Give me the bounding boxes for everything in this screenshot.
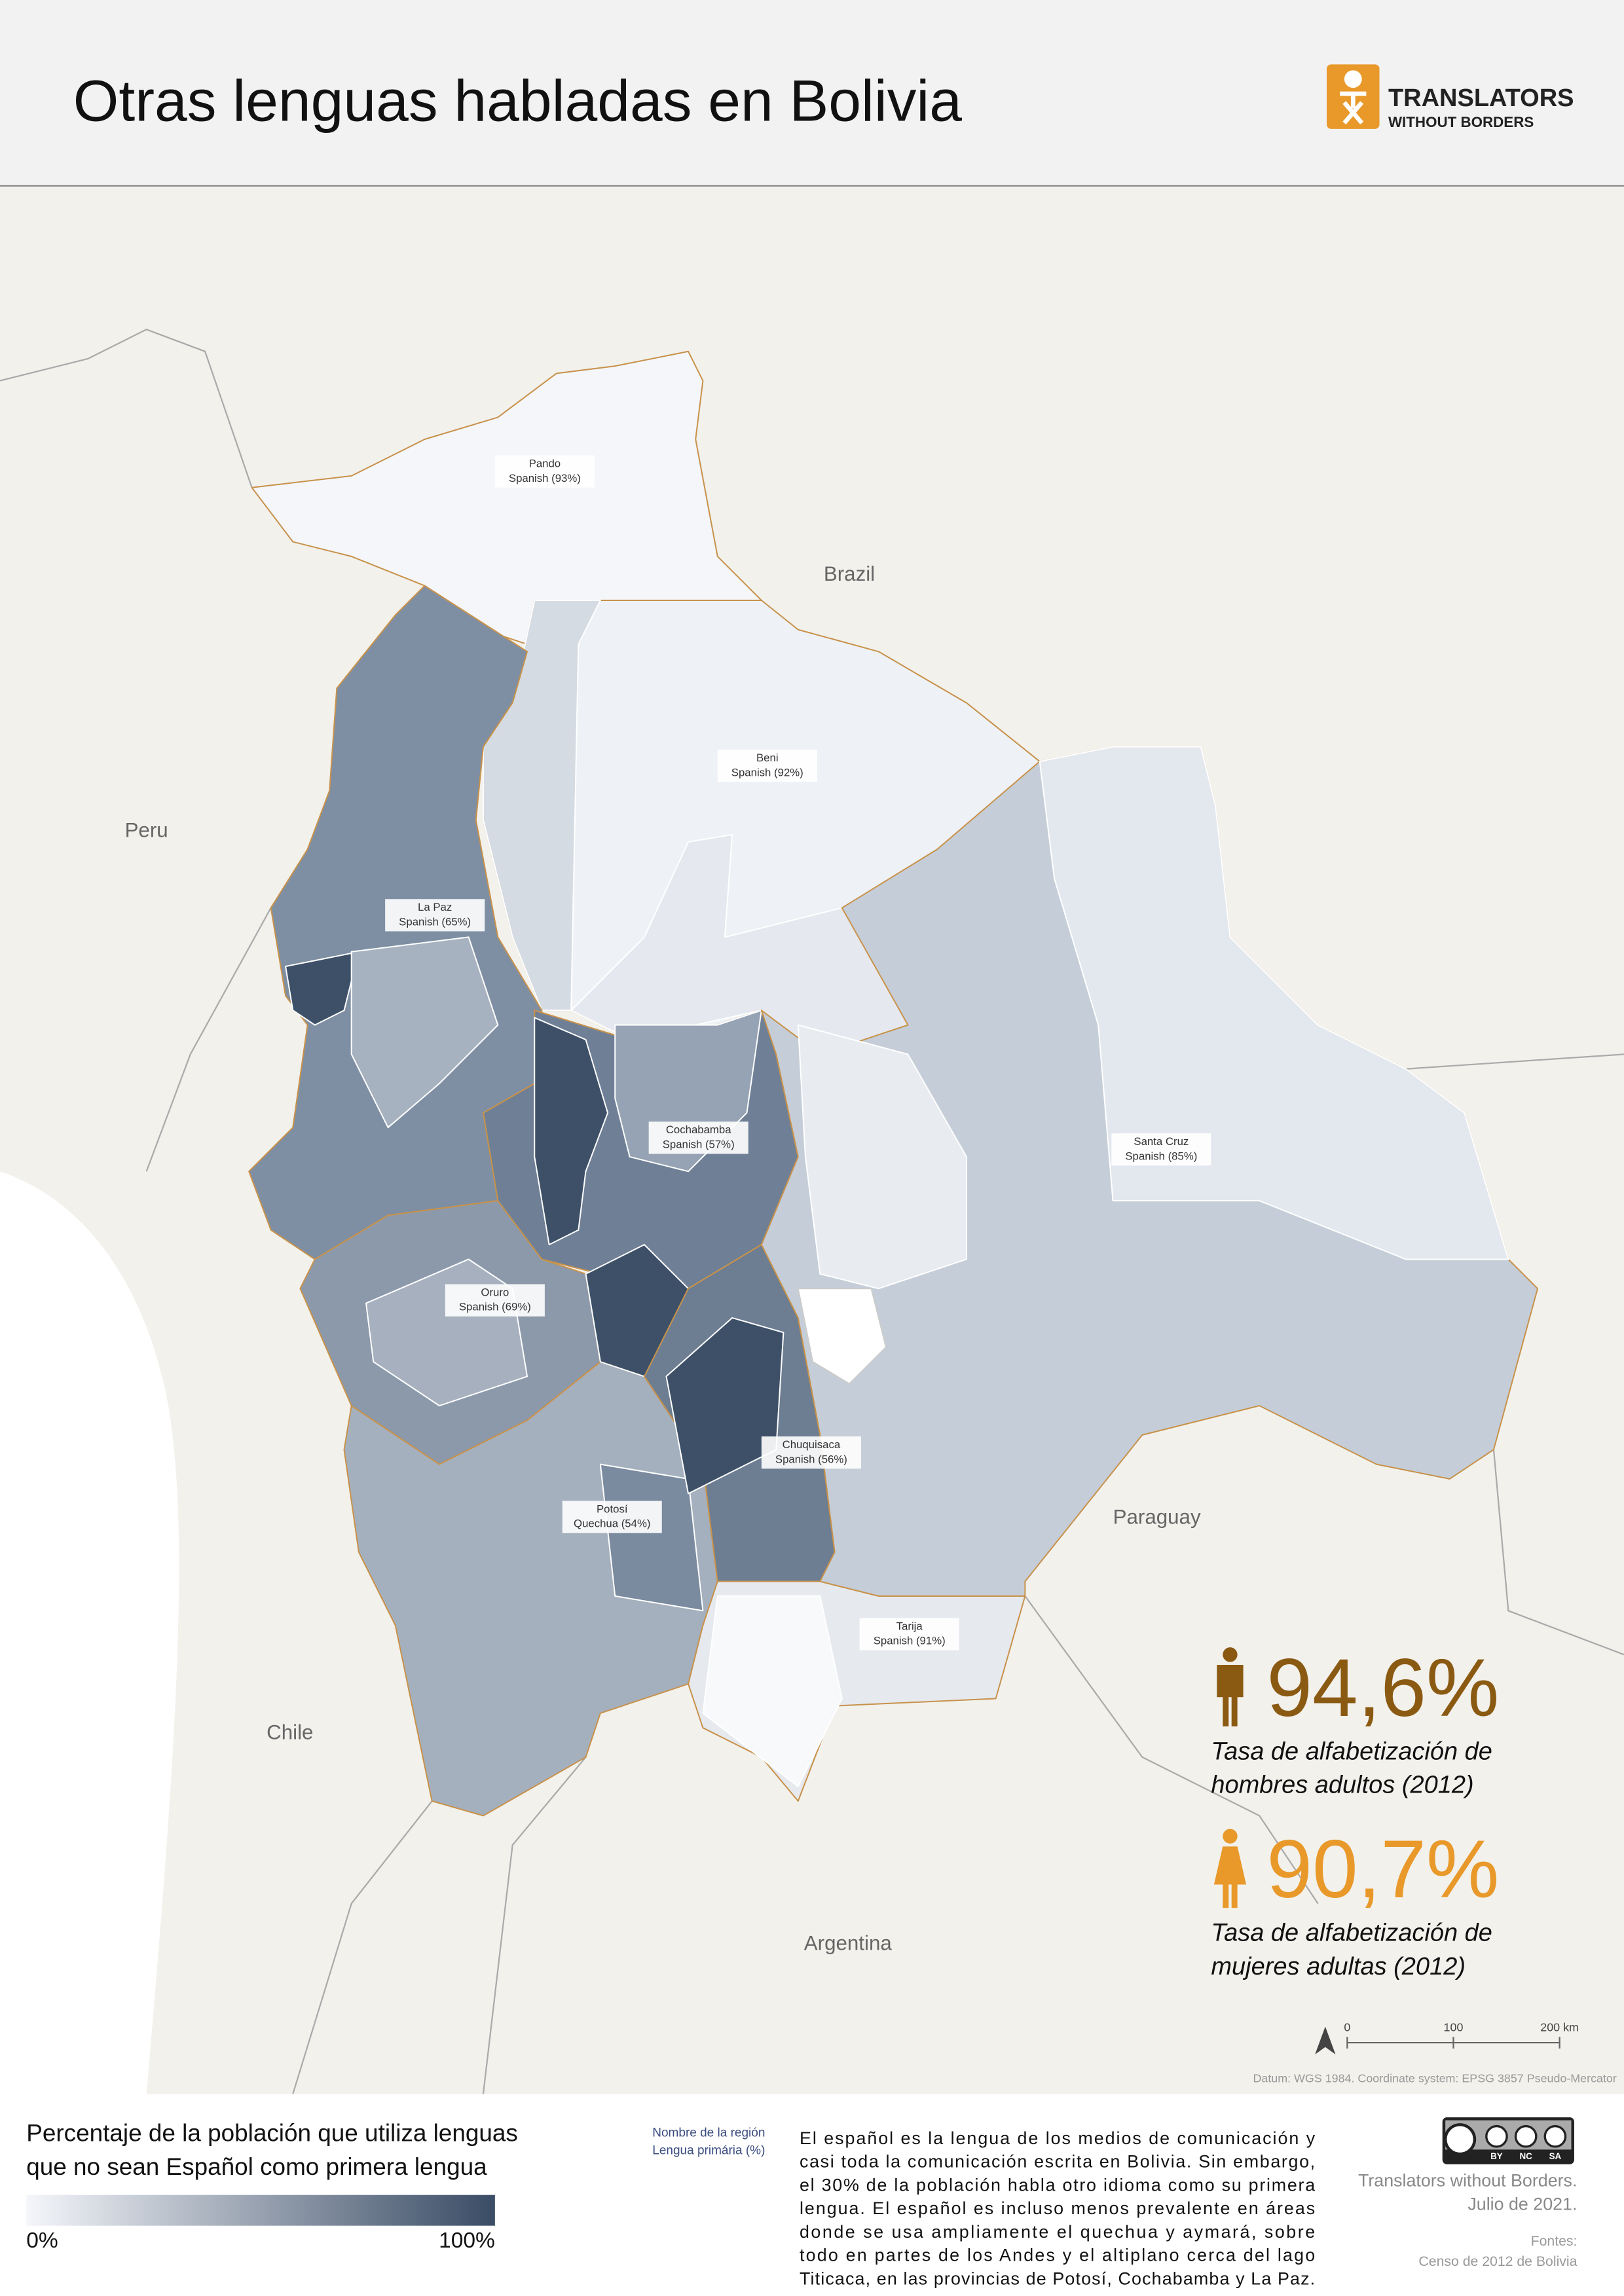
label-box: [761, 1436, 861, 1469]
region-language: Spanish (69%): [459, 1301, 531, 1313]
label-box: [859, 1618, 959, 1650]
legend-title: Percentaje de la población que utiliza l…: [26, 2120, 518, 2147]
woman-icon-body: [1213, 1846, 1247, 1908]
region-language: Spanish (57%): [663, 1138, 735, 1150]
description-line: el 30% de la población habla otro idioma…: [800, 2175, 1315, 2195]
region-name: Chuquisaca: [783, 1438, 841, 1451]
region: [1039, 746, 1509, 1260]
region-name: La Paz: [418, 901, 452, 913]
stat-caption: Tasa de alfabetización de: [1211, 1920, 1492, 1947]
description-line: Titicaca, en las provincias de Potosí, C…: [800, 2269, 1315, 2288]
region: [797, 1288, 887, 1385]
description-line: lengua. El español es incluso menos prev…: [800, 2198, 1315, 2218]
label-box: [717, 750, 817, 782]
stat-caption: Tasa de alfabetización de: [1211, 1738, 1492, 1765]
label-box: [494, 455, 595, 488]
region-language: Spanish (56%): [775, 1453, 847, 1465]
region-language: Spanish (93%): [509, 472, 581, 484]
ocean: [0, 1171, 179, 2094]
license-label: BY: [1490, 2151, 1503, 2161]
label-box: [562, 1501, 662, 1533]
legend-gradient: [26, 2195, 495, 2226]
stat-caption: hombres adultos (2012): [1211, 1772, 1473, 1799]
region-language: Quechua (54%): [574, 1518, 650, 1530]
stat-value: 90,7%: [1266, 1823, 1499, 1915]
stat-caption: mujeres adultas (2012): [1211, 1953, 1466, 1980]
region-language: Spanish (92%): [731, 766, 803, 778]
logo-head: [1344, 70, 1362, 88]
legend-min: 0%: [26, 2229, 58, 2253]
north-arrow: [1315, 2026, 1336, 2054]
region-name: Pando: [529, 457, 561, 469]
country-label: Chile: [267, 1721, 313, 1743]
region-name: Beni: [756, 752, 779, 764]
source: Censo de 2012 de Bolivia: [1418, 2253, 1577, 2269]
license-label: NC: [1519, 2151, 1532, 2161]
legend-key: Lengua primária (%): [652, 2144, 765, 2158]
legend-title: que no sean Español como primera lengua: [26, 2153, 487, 2180]
region-language: Spanish (91%): [874, 1635, 946, 1647]
region-name: Cochabamba: [666, 1123, 731, 1136]
country-label: Brazil: [824, 562, 875, 585]
logo-figure: [1340, 91, 1367, 125]
country-label: Peru: [125, 819, 168, 842]
credit-author: Translators without Borders.: [1358, 2171, 1577, 2191]
region-name: Tarija: [896, 1620, 923, 1632]
page-title: Otras lenguas habladas en Bolivia: [73, 68, 962, 134]
country-label: Paraguay: [1113, 1506, 1201, 1529]
description-line: donde se usa ampliamente el quechua y ay…: [800, 2222, 1315, 2242]
label-box: [445, 1284, 545, 1317]
region: [797, 1024, 967, 1290]
region: [665, 1317, 784, 1495]
region: [702, 1595, 843, 1787]
logo-name: TRANSLATORS: [1388, 84, 1574, 112]
region-name: Santa Cruz: [1134, 1135, 1189, 1148]
scale-label: 100: [1444, 2020, 1464, 2033]
country-label: Argentina: [804, 1931, 893, 1954]
regions: [248, 350, 1539, 1817]
logo-tagline: WITHOUT BORDERS: [1388, 114, 1534, 130]
license-icon: [1514, 2124, 1538, 2148]
credit-author: Julio de 2021.: [1467, 2194, 1577, 2214]
region: [350, 936, 499, 1129]
region: [534, 1017, 609, 1246]
license-icon: [1543, 2124, 1567, 2148]
region-name: Oruro: [481, 1286, 509, 1298]
region-language: Spanish (65%): [399, 915, 471, 928]
label-box: [1111, 1133, 1211, 1166]
stat-value: 94,6%: [1266, 1642, 1499, 1734]
license-label: SA: [1549, 2151, 1562, 2161]
man-icon-head: [1223, 1647, 1238, 1662]
description-line: todo en partes de los Andes y el altipla…: [800, 2246, 1315, 2265]
woman-icon-head: [1223, 1829, 1238, 1844]
label-box: [648, 1121, 748, 1154]
region-name: Potosí: [597, 1503, 628, 1515]
region: [285, 951, 360, 1026]
source-title: Fontes:: [1531, 2233, 1578, 2249]
scale-label: 0: [1344, 2020, 1350, 2033]
description-line: El español es la lengua de los medios de…: [800, 2128, 1316, 2148]
datum: Datum: WGS 1984. Coordinate system: EPSG…: [1253, 2072, 1616, 2085]
legend-key: Nombre de la región: [652, 2126, 765, 2140]
description-line: casi toda la comunicación escrita en Bol…: [800, 2152, 1315, 2172]
label-box: [385, 899, 485, 932]
legend-max: 100%: [439, 2229, 495, 2253]
man-icon-body: [1217, 1665, 1244, 1726]
cc-icon: [1443, 2123, 1477, 2156]
scale-label: 200 km: [1540, 2020, 1579, 2033]
license-icon: [1485, 2124, 1508, 2148]
labels: Pando Spanish (93%) Beni Spanish (92%) La Pa…: [125, 455, 1211, 1954]
region-language: Spanish (85%): [1125, 1150, 1197, 1162]
neighbor-borders: [0, 329, 1624, 2094]
